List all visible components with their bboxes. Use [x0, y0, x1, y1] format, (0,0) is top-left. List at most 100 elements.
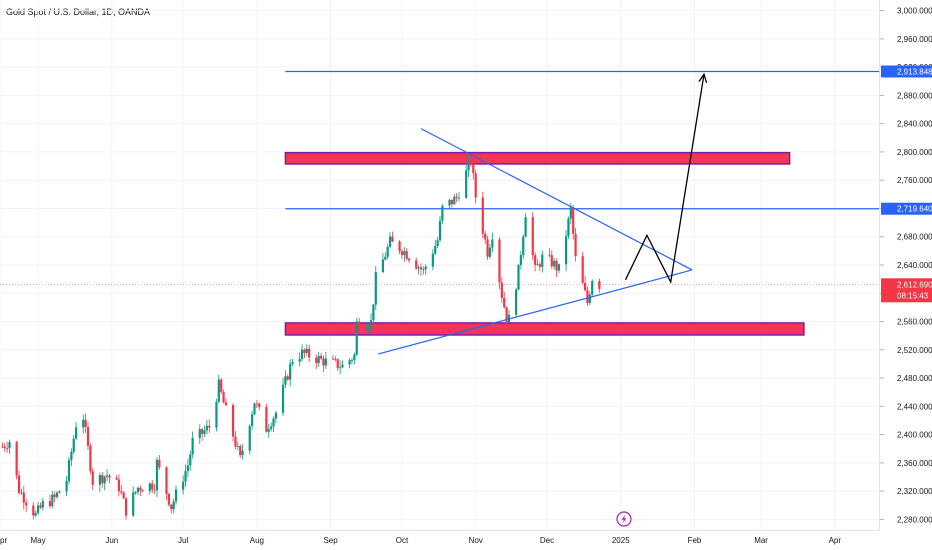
- candle[interactable]: [34, 510, 37, 518]
- candle[interactable]: [339, 360, 342, 374]
- candle[interactable]: [398, 240, 401, 255]
- candle[interactable]: [15, 440, 18, 480]
- candle[interactable]: [217, 374, 220, 404]
- candle[interactable]: [141, 488, 144, 492]
- candle[interactable]: [365, 324, 368, 332]
- candle[interactable]: [548, 248, 551, 258]
- candle[interactable]: [155, 456, 159, 497]
- candle[interactable]: [572, 204, 575, 240]
- candle[interactable]: [182, 475, 185, 495]
- candle[interactable]: [348, 358, 351, 369]
- candle[interactable]: [434, 239, 437, 256]
- lower-trendline[interactable]: [378, 269, 693, 355]
- candle[interactable]: [319, 352, 323, 360]
- candle[interactable]: [134, 491, 137, 495]
- candle[interactable]: [300, 344, 304, 362]
- candle[interactable]: [201, 427, 204, 441]
- lightning-icon[interactable]: [616, 511, 632, 527]
- candle[interactable]: [324, 351, 327, 370]
- upper-trendline[interactable]: [420, 128, 693, 271]
- candle[interactable]: [65, 475, 68, 497]
- candle[interactable]: [184, 464, 187, 487]
- candle[interactable]: [336, 358, 339, 372]
- candle[interactable]: [48, 494, 52, 509]
- candle[interactable]: [205, 420, 209, 435]
- candle[interactable]: [158, 455, 161, 470]
- candle[interactable]: [507, 309, 511, 323]
- candle[interactable]: [270, 422, 273, 432]
- candle[interactable]: [448, 198, 451, 209]
- candle[interactable]: [67, 457, 71, 485]
- candle[interactable]: [369, 313, 373, 334]
- candle[interactable]: [308, 344, 311, 362]
- candle[interactable]: [53, 491, 56, 503]
- candle[interactable]: [151, 479, 154, 493]
- candle[interactable]: [534, 252, 537, 272]
- candle[interactable]: [284, 370, 287, 389]
- candle[interactable]: [503, 291, 506, 309]
- candle[interactable]: [486, 235, 489, 260]
- candle[interactable]: [70, 448, 73, 467]
- candle[interactable]: [139, 485, 142, 497]
- candle[interactable]: [170, 503, 173, 514]
- candle[interactable]: [41, 498, 44, 511]
- candle[interactable]: [519, 250, 522, 270]
- candle[interactable]: [564, 230, 568, 272]
- candle[interactable]: [405, 248, 408, 261]
- candle[interactable]: [358, 317, 361, 334]
- candle[interactable]: [208, 419, 211, 433]
- candle[interactable]: [474, 170, 477, 204]
- candle[interactable]: [524, 213, 527, 238]
- candle[interactable]: [536, 259, 539, 266]
- candle[interactable]: [108, 473, 111, 484]
- candle[interactable]: [384, 252, 387, 261]
- candle[interactable]: [386, 243, 389, 260]
- candle[interactable]: [515, 287, 518, 318]
- candle[interactable]: [122, 490, 125, 500]
- candle[interactable]: [86, 422, 90, 451]
- candle[interactable]: [274, 410, 277, 424]
- candle[interactable]: [148, 482, 151, 495]
- candle[interactable]: [567, 216, 570, 240]
- candle[interactable]: [103, 475, 106, 491]
- candle[interactable]: [450, 199, 453, 208]
- candle[interactable]: [591, 279, 594, 297]
- candle[interactable]: [331, 355, 335, 361]
- candle[interactable]: [17, 470, 21, 495]
- candle[interactable]: [484, 230, 487, 245]
- candle[interactable]: [22, 485, 25, 510]
- candle[interactable]: [355, 317, 358, 356]
- candle[interactable]: [132, 486, 135, 518]
- candle[interactable]: [39, 502, 42, 510]
- candle[interactable]: [586, 286, 589, 306]
- candle[interactable]: [241, 444, 244, 460]
- candle[interactable]: [186, 458, 189, 478]
- candle[interactable]: [89, 443, 92, 475]
- candle[interactable]: [322, 355, 325, 373]
- candle[interactable]: [388, 232, 392, 249]
- candle[interactable]: [6, 441, 9, 453]
- candle[interactable]: [341, 360, 344, 369]
- candle[interactable]: [1, 442, 4, 449]
- candle[interactable]: [265, 403, 268, 433]
- candle[interactable]: [165, 466, 168, 501]
- candle[interactable]: [236, 441, 239, 450]
- candle[interactable]: [581, 251, 584, 284]
- candle[interactable]: [105, 469, 109, 482]
- candle[interactable]: [75, 421, 78, 441]
- candle[interactable]: [58, 490, 61, 494]
- candle[interactable]: [417, 264, 420, 275]
- candle[interactable]: [3, 443, 6, 452]
- candle[interactable]: [431, 249, 434, 271]
- candle[interactable]: [436, 236, 439, 249]
- candle[interactable]: [453, 194, 456, 206]
- candle[interactable]: [522, 234, 525, 259]
- candle[interactable]: [286, 374, 289, 382]
- candle[interactable]: [538, 261, 541, 271]
- candle[interactable]: [505, 306, 508, 328]
- candle[interactable]: [517, 264, 520, 291]
- candle[interactable]: [481, 191, 484, 239]
- candle[interactable]: [372, 303, 375, 327]
- candle[interactable]: [457, 192, 461, 202]
- candle[interactable]: [555, 258, 558, 278]
